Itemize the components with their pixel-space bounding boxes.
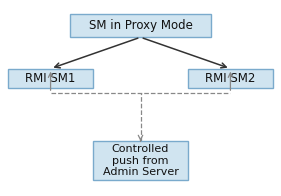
FancyBboxPatch shape: [8, 69, 93, 88]
Text: RMI SM1: RMI SM1: [25, 72, 76, 85]
Text: Controlled
push from
Admin Server: Controlled push from Admin Server: [103, 144, 178, 177]
Text: SM in Proxy Mode: SM in Proxy Mode: [89, 19, 192, 32]
FancyBboxPatch shape: [188, 69, 273, 88]
FancyBboxPatch shape: [93, 141, 188, 180]
Text: RMI SM2: RMI SM2: [205, 72, 256, 85]
FancyBboxPatch shape: [70, 14, 211, 37]
